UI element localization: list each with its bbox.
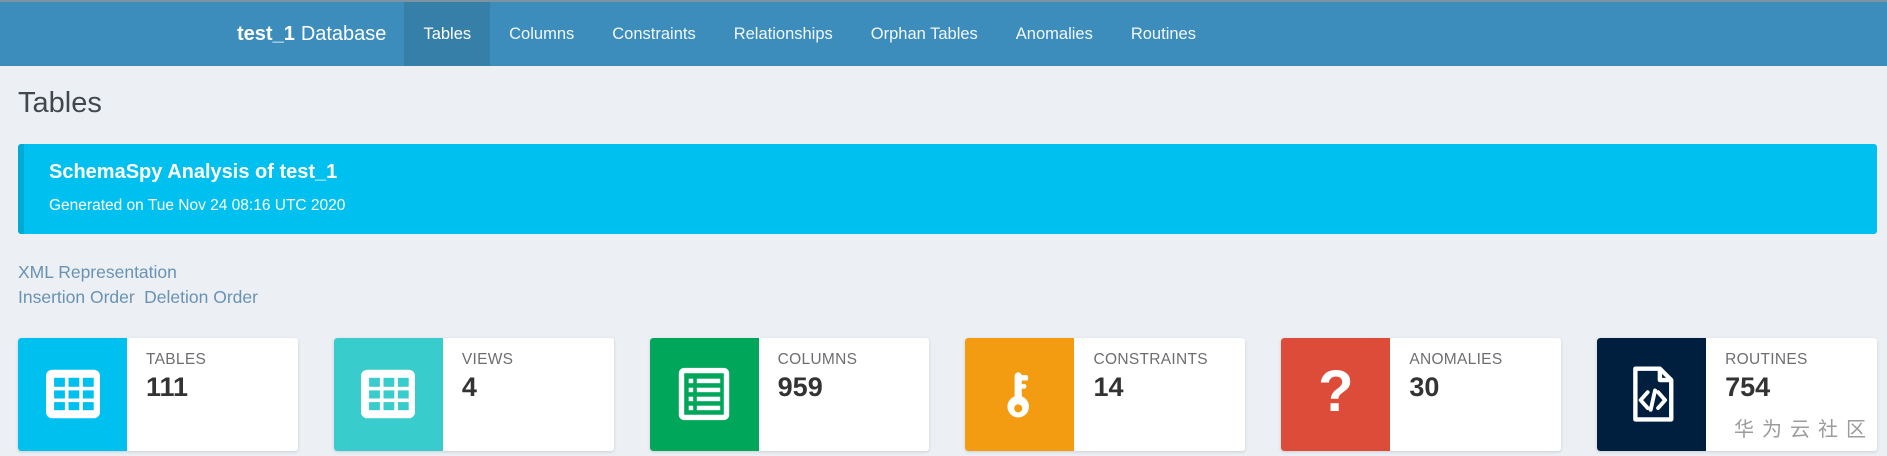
brand-db-name: test_1: [237, 22, 295, 45]
stat-label: VIEWS: [461, 350, 514, 368]
brand-title[interactable]: test_1 Database: [237, 2, 386, 66]
anomalies-stat-card[interactable]: ? ANOMALIES 30: [1281, 337, 1562, 451]
nav-tab-columns[interactable]: Columns: [509, 24, 575, 43]
stat-value: 14: [1093, 371, 1124, 402]
callout-title: SchemaSpy Analysis of test_1: [49, 161, 338, 183]
insertion-order-link[interactable]: Insertion Order: [18, 287, 135, 308]
nav-tab-routines[interactable]: Routines: [1130, 24, 1196, 43]
constraints-stat-card[interactable]: CONSTRAINTS 14: [965, 337, 1246, 451]
tables-stat-card[interactable]: TABLES 111: [18, 337, 298, 451]
analysis-callout: SchemaSpy Analysis of test_1 Generated o…: [18, 144, 1877, 234]
list-icon: [649, 337, 759, 451]
key-icon: [965, 337, 1075, 451]
code-file-icon: [1597, 337, 1707, 451]
export-links: XML Representation Insertion Order Delet…: [18, 260, 1877, 311]
main-nav: Tables Columns Constraints Relationships…: [404, 2, 1215, 66]
table-icon: [333, 337, 443, 451]
top-navbar: test_1 Database Tables Columns Constrain…: [0, 0, 1887, 66]
nav-tab-relationships[interactable]: Relationships: [733, 24, 833, 43]
brand-db-word: Database: [300, 22, 387, 45]
stat-value: 4: [461, 371, 477, 402]
deletion-order-link[interactable]: Deletion Order: [144, 287, 258, 308]
columns-stat-card[interactable]: COLUMNS 959: [649, 337, 930, 451]
stat-value: 30: [1409, 371, 1440, 402]
stat-cards-row: TABLES 111 VIEWS 4: [18, 337, 1877, 451]
nav-tab-tables[interactable]: Tables: [404, 2, 491, 66]
question-icon: ?: [1281, 337, 1391, 451]
page-content: Tables SchemaSpy Analysis of test_1 Gene…: [0, 87, 1887, 451]
page-title: Tables: [18, 87, 102, 119]
stat-label: ROUTINES: [1725, 350, 1808, 368]
stat-label: COLUMNS: [777, 350, 858, 368]
views-stat-card[interactable]: VIEWS 4: [333, 337, 614, 451]
nav-tab-orphan-tables[interactable]: Orphan Tables: [870, 24, 978, 43]
stat-label: TABLES: [146, 350, 207, 368]
stat-label: CONSTRAINTS: [1093, 350, 1208, 368]
stat-label: ANOMALIES: [1409, 350, 1503, 368]
xml-representation-link[interactable]: XML Representation: [18, 262, 177, 282]
callout-generated-timestamp: Generated on Tue Nov 24 08:16 UTC 2020: [49, 197, 346, 214]
stat-value: 959: [777, 371, 823, 402]
nav-tab-constraints[interactable]: Constraints: [612, 24, 696, 43]
nav-tab-anomalies[interactable]: Anomalies: [1015, 24, 1093, 43]
stat-value: 754: [1725, 371, 1771, 402]
table-icon: [18, 337, 127, 451]
routines-stat-card[interactable]: ROUTINES 754: [1597, 337, 1877, 451]
stat-value: 111: [146, 371, 189, 402]
